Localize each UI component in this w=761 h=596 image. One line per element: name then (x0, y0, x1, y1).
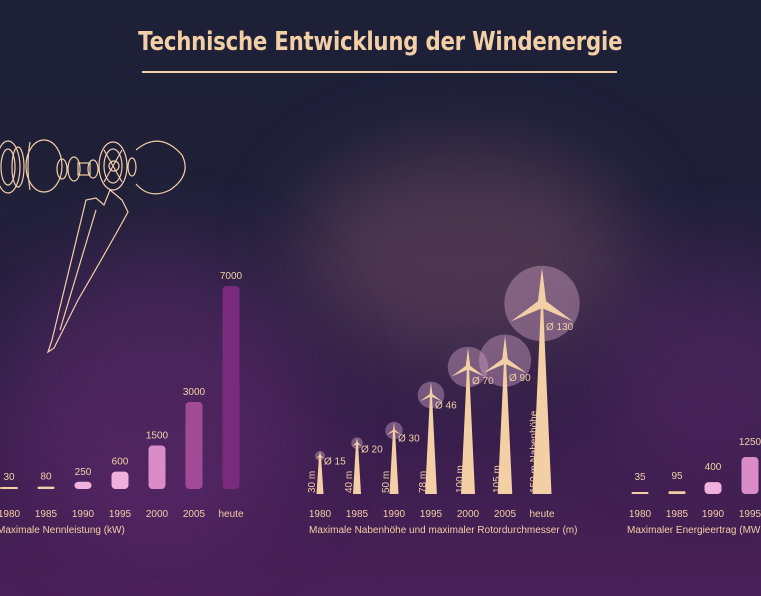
page-title: Technische Entwicklung der Windenergie (138, 27, 623, 57)
tower-1985 (353, 443, 361, 494)
bar-value-label: 30 (3, 472, 15, 483)
tick-label: 2000 (146, 509, 169, 520)
tick-label: 1985 (35, 509, 58, 520)
rotor-blade (386, 429, 395, 435)
bar-2000 (148, 445, 166, 489)
rotor-diameter-label: Ø 15 (324, 457, 346, 468)
tick-label: 2000 (457, 509, 480, 520)
rotor-hub (355, 442, 359, 445)
bar-1985 (668, 491, 686, 494)
rotor-blade (502, 335, 508, 361)
nacelle-drivetrain-drawing (0, 139, 186, 354)
hub-height-label: 40 m (344, 471, 355, 493)
tower-1995 (425, 394, 437, 494)
rotor-blade (451, 364, 470, 377)
hub-height-label: 100 m (455, 465, 466, 493)
bar-value-label: 250 (75, 467, 92, 478)
chart-nennleistung: 30 1980 80 1985 250 1990 600 1995 1500 2000 3000 20… (0, 271, 244, 536)
tower-2005 (497, 360, 513, 494)
rotor-blade (537, 267, 547, 304)
tick-label: heute (529, 509, 554, 520)
bar-1995 (111, 471, 129, 489)
tick-label: 2005 (183, 509, 206, 520)
rotor-blade (430, 393, 442, 402)
rotor-blade (420, 393, 432, 402)
rotor-hub (318, 454, 322, 458)
rotor-blade (483, 358, 507, 374)
rotor-blade (503, 358, 527, 374)
tick-label: 1990 (72, 509, 95, 520)
tick-label: 1985 (666, 509, 689, 520)
rotor-blade (319, 451, 321, 456)
rotor-diameter-label: Ø 20 (361, 444, 383, 455)
bar-value-label: 3000 (183, 387, 206, 398)
tick-label: 1990 (702, 509, 725, 520)
rotor-hub (502, 358, 508, 363)
bar-value-label: 1250 (739, 437, 761, 448)
bar-value-label: 600 (112, 457, 129, 468)
tick-label: 1980 (629, 509, 652, 520)
x-axis-label: Maximale Nabenhöhe und maximaler Rotordu… (309, 525, 577, 536)
hub-height-label: 78 m (418, 471, 429, 493)
x-axis-label: Maximaler Energieertrag (MWh/ (627, 525, 761, 536)
tick-label: 2005 (494, 509, 517, 520)
tick-label: 1990 (383, 509, 406, 520)
tick-label: heute (218, 509, 243, 520)
bar-heute (222, 286, 240, 489)
rotor-hub (538, 300, 546, 307)
bar-value-label: 7000 (220, 271, 243, 282)
tick-label: 1995 (420, 509, 443, 520)
tick-label: 1985 (346, 509, 369, 520)
bar-value-label: 1500 (146, 431, 169, 442)
rotor-blade (429, 382, 433, 395)
tower-2000 (461, 367, 475, 494)
rotor-blade (466, 364, 485, 377)
rotor-hub (466, 365, 470, 369)
rotor-blade (539, 299, 574, 322)
rotor-diameter-label: Ø 46 (435, 400, 457, 411)
rotor-diameter-label: Ø 90 (509, 373, 531, 384)
tick-label: 1995 (109, 509, 132, 520)
tower-heute (532, 303, 552, 494)
tick-label: 1995 (739, 509, 761, 520)
rotor-blade (356, 437, 358, 444)
chart-energieertrag: 35 1980 95 1985 400 1990 1250 1995 Maximaler Ene… (627, 437, 761, 536)
bar-1990 (704, 482, 722, 494)
bar-1980 (631, 492, 649, 494)
hub-height-label: 150 m Nabenhöhe (529, 410, 540, 493)
tick-label: 1980 (0, 509, 21, 520)
rotor-diameter-label: Ø 130 (546, 322, 574, 333)
hub-height-label: 50 m (381, 471, 392, 493)
rotor-hub (429, 393, 433, 397)
rotor-hub (392, 429, 396, 432)
rotor-diameter-label: Ø 70 (472, 376, 494, 387)
tick-label: 1980 (309, 509, 332, 520)
bar-1990 (74, 481, 92, 489)
hub-height-label: 105 m (492, 465, 503, 493)
tower-1980 (316, 455, 324, 494)
bar-1995 (741, 457, 759, 494)
rotor-blade (393, 429, 402, 435)
rotor-blade (510, 299, 545, 322)
title-underline (142, 71, 617, 73)
bar-1980 (0, 487, 18, 489)
bar-value-label: 400 (705, 462, 722, 473)
bar-value-label: 95 (671, 471, 683, 482)
tower-1990 (389, 430, 399, 494)
bar-value-label: 80 (40, 472, 52, 483)
rotor-blade (465, 347, 471, 367)
chart-nabenhoehe-rotordurchmesser: 30 m Ø 15 1980 40 m Ø 20 1985 50 m Ø 30 1990 78 m… (307, 265, 580, 536)
rotor-blade (393, 422, 395, 431)
rotor-diameter-label: Ø 30 (398, 433, 420, 444)
bar-value-label: 35 (634, 472, 646, 483)
hub-height-label: 30 m (307, 471, 318, 493)
bar-2005 (185, 402, 203, 489)
x-axis-label: Maximale Nennleistung (kW) (0, 525, 125, 536)
bar-1985 (37, 486, 55, 489)
